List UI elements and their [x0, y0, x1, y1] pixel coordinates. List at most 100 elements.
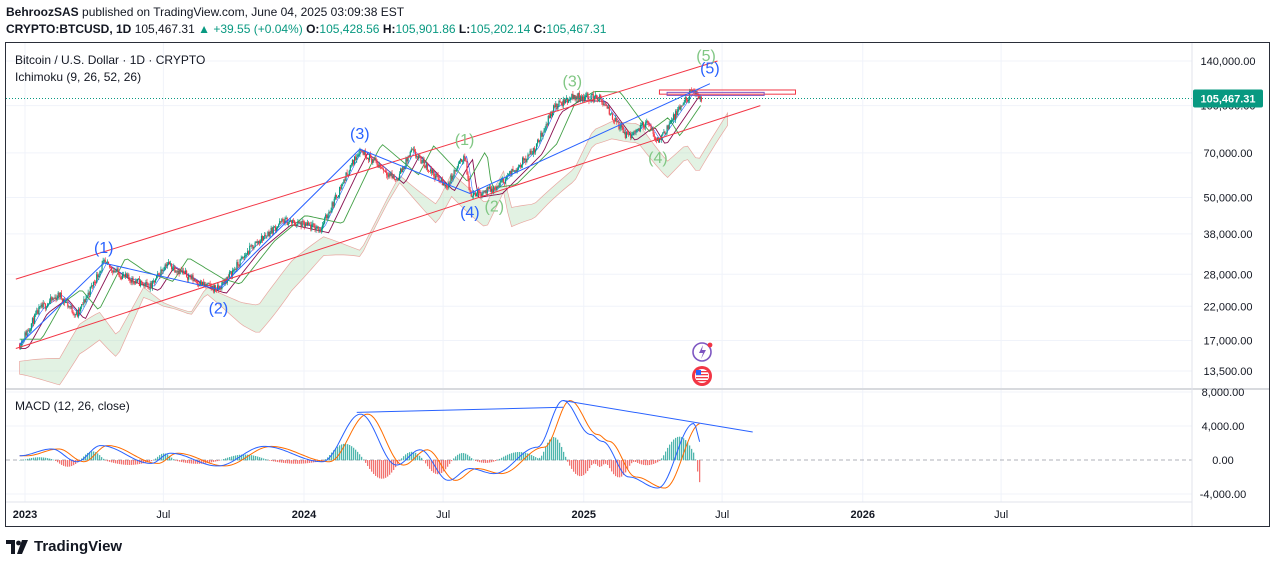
macd-histogram-bar: [73, 460, 75, 466]
symbol-title[interactable]: Bitcoin / U.S. Dollar · 1D · CRYPTO: [15, 53, 206, 67]
candle-body: [416, 156, 418, 157]
primary-wave-label[interactable]: (4): [460, 205, 480, 222]
candle-body: [452, 176, 454, 180]
chart-frame[interactable]: [5, 42, 1270, 527]
candle-body: [89, 286, 91, 295]
resistance-box[interactable]: [658, 89, 796, 95]
candle-body: [110, 266, 112, 268]
candle-body: [447, 187, 449, 189]
candle-body: [517, 166, 519, 170]
candle-body: [419, 155, 421, 157]
candle-body: [317, 226, 319, 231]
candle-body: [374, 157, 376, 160]
candle-body: [248, 251, 250, 254]
candle-body: [366, 157, 369, 159]
macd-histogram-bar: [301, 460, 303, 464]
macd-histogram-bar: [183, 460, 185, 463]
macd-histogram-bar: [555, 437, 557, 461]
macd-histogram-bar: [649, 460, 651, 465]
candle-body: [393, 175, 395, 179]
candle-body: [57, 292, 59, 299]
candle-body: [179, 269, 181, 275]
candle-body: [549, 113, 552, 119]
macd-histogram-bar: [665, 451, 667, 461]
candle-body: [508, 174, 510, 176]
tradingview-logo-icon: [6, 539, 28, 554]
candle-body: [468, 178, 470, 191]
candle-body: [488, 186, 491, 189]
macd-histogram-bar: [693, 452, 695, 461]
macd-histogram-bar: [111, 460, 113, 463]
event-markers[interactable]: [692, 342, 713, 386]
macd-histogram-bar: [577, 460, 579, 476]
minor-wave-label[interactable]: (4): [648, 150, 668, 167]
candle-body: [605, 104, 607, 106]
candle-body: [527, 154, 529, 160]
candle-body: [21, 340, 23, 347]
minor-wave-label[interactable]: (1): [455, 132, 475, 149]
candle-body: [680, 105, 682, 110]
candle-body: [495, 187, 497, 190]
candle-body: [469, 190, 471, 193]
macd-histogram-bar: [369, 460, 371, 469]
current-price-tag[interactable]: [1193, 89, 1263, 108]
macd-signal-line[interactable]: [19, 399, 700, 489]
candle-body: [410, 149, 412, 152]
macd-histogram-bar: [139, 460, 141, 465]
macd-histogram-bar: [483, 460, 485, 463]
macd-plot[interactable]: [6, 390, 1192, 502]
macd-histogram-bar: [551, 437, 553, 461]
candle-body: [364, 150, 366, 157]
macd-line[interactable]: [19, 399, 701, 489]
macd-legend[interactable]: MACD (12, 26, close): [15, 399, 130, 413]
macd-histogram-bar: [589, 460, 591, 469]
resistance-box[interactable]: [666, 91, 765, 96]
macd-histogram-bar: [347, 444, 349, 461]
macd-divergence-line[interactable]: [356, 406, 564, 413]
macd-histogram-bar: [61, 460, 63, 465]
candle-body: [431, 169, 433, 174]
tradingview-logo[interactable]: TradingView: [6, 538, 122, 555]
candle-body: [665, 133, 667, 134]
channel-lower-line[interactable]: [15, 105, 761, 349]
price-plot[interactable]: (1) (2) (3) (4) (5) (1) (2) (3) (4) (5): [6, 43, 1192, 388]
price-change: +39.55 (+0.04%): [213, 22, 303, 36]
candle-body: [629, 134, 631, 136]
candle-body: [542, 132, 544, 137]
primary-wave-label[interactable]: (2): [209, 300, 229, 317]
candle-body: [675, 111, 677, 120]
candle-body: [53, 298, 55, 300]
primary-wave-label[interactable]: (3): [350, 126, 370, 143]
candle-body: [591, 93, 593, 96]
low-value: 105,202.14: [470, 22, 531, 36]
candle-body: [163, 269, 165, 271]
candle-body: [253, 247, 255, 249]
candle-body: [437, 174, 439, 179]
candle-body: [531, 153, 533, 155]
candle-body: [227, 276, 229, 278]
minor-wave-label[interactable]: (3): [563, 74, 583, 91]
candle-body: [244, 255, 247, 257]
elliott-wave-primary-path[interactable]: [19, 83, 711, 345]
candle-body: [287, 222, 289, 226]
candle-body: [207, 282, 209, 284]
minor-wave-label[interactable]: (5): [696, 48, 716, 65]
ichimoku-legend[interactable]: Ichimoku (9, 26, 52, 26): [15, 70, 142, 84]
macd-histogram-bar: [439, 460, 441, 474]
primary-wave-label[interactable]: (5): [700, 61, 720, 78]
candle-body: [624, 132, 626, 138]
macd-histogram-bar: [525, 452, 527, 461]
candle-body: [586, 93, 588, 96]
candle-body: [191, 275, 193, 279]
macd-divergence-line[interactable]: [563, 400, 753, 433]
open-label: O:: [306, 22, 320, 36]
candle-body: [250, 245, 252, 247]
candle-body: [264, 235, 266, 237]
author-name[interactable]: BehroozSAS: [6, 5, 79, 19]
primary-wave-label[interactable]: (1): [94, 240, 114, 257]
candle-body: [526, 159, 528, 162]
axes[interactable]: 140,000.00100,000.0070,000.0050,000.0038…: [13, 56, 1263, 521]
minor-wave-label[interactable]: (2): [485, 199, 505, 216]
channel-upper-line[interactable]: [15, 60, 718, 280]
